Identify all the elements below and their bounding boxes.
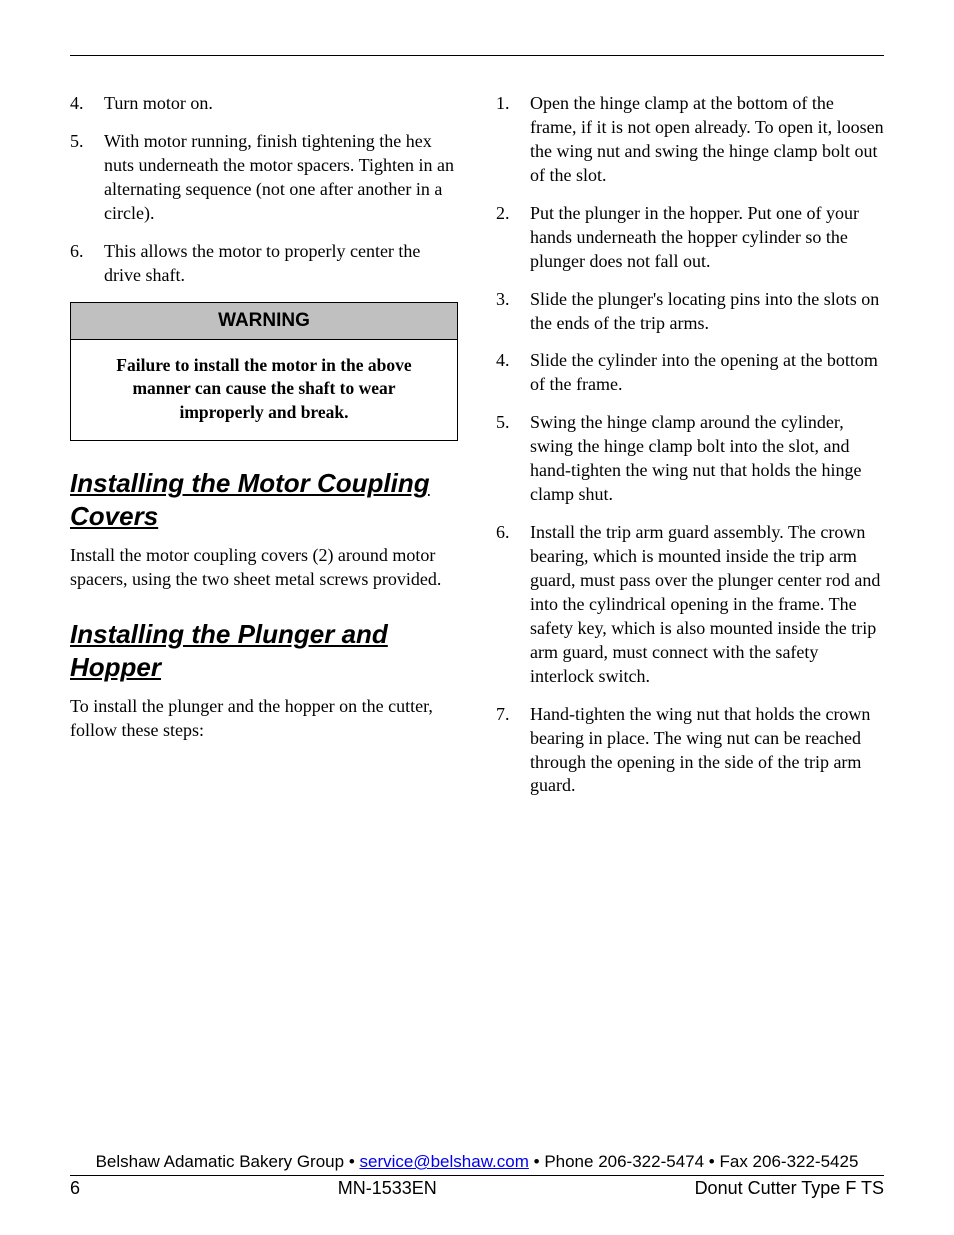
list-item: 3. Slide the plunger's locating pins int… [496, 288, 884, 336]
footer-doc-title: Donut Cutter Type F TS [695, 1178, 884, 1199]
footer-email-link[interactable]: service@belshaw.com [360, 1152, 529, 1171]
bullet-icon: • [534, 1152, 545, 1171]
step-number: 6. [70, 240, 104, 288]
warning-body: Failure to install the motor in the abov… [71, 340, 457, 441]
list-item: 1. Open the hinge clamp at the bottom of… [496, 92, 884, 188]
section-heading-plunger-hopper: Installing the Plunger and Hopper [70, 618, 458, 683]
right-column: 1. Open the hinge clamp at the bottom of… [496, 92, 884, 812]
step-text: Install the trip arm guard assembly. The… [530, 521, 884, 689]
body-paragraph: Install the motor coupling covers (2) ar… [70, 544, 458, 592]
warning-box: WARNING Failure to install the motor in … [70, 302, 458, 442]
step-number: 4. [496, 349, 530, 397]
list-item: 2. Put the plunger in the hopper. Put on… [496, 202, 884, 274]
top-rule [70, 55, 884, 56]
step-number: 4. [70, 92, 104, 116]
left-column: 4. Turn motor on. 5. With motor running,… [70, 92, 458, 812]
footer-fax: Fax 206-322-5425 [719, 1152, 858, 1171]
bullet-icon: • [349, 1152, 360, 1171]
list-item: 6. This allows the motor to properly cen… [70, 240, 458, 288]
step-number: 1. [496, 92, 530, 188]
list-item: 5. With motor running, finish tightening… [70, 130, 458, 226]
step-number: 7. [496, 703, 530, 799]
step-number: 3. [496, 288, 530, 336]
footer-page-number: 6 [70, 1178, 80, 1199]
footer-company: Belshaw Adamatic Bakery Group [96, 1152, 345, 1171]
step-text: Turn motor on. [104, 92, 458, 116]
page-footer: Belshaw Adamatic Bakery Group • service@… [70, 1152, 884, 1199]
step-text: Slide the plunger's locating pins into t… [530, 288, 884, 336]
body-paragraph: To install the plunger and the hopper on… [70, 695, 458, 743]
step-number: 5. [70, 130, 104, 226]
step-text: Swing the hinge clamp around the cylinde… [530, 411, 884, 507]
step-text: This allows the motor to properly center… [104, 240, 458, 288]
step-text: Hand-tighten the wing nut that holds the… [530, 703, 884, 799]
step-number: 2. [496, 202, 530, 274]
footer-doc-line: 6 MN-1533EN Donut Cutter Type F TS [70, 1176, 884, 1199]
footer-phone: Phone 206-322-5474 [544, 1152, 704, 1171]
left-step-list: 4. Turn motor on. 5. With motor running,… [70, 92, 458, 288]
warning-header: WARNING [71, 303, 457, 340]
right-step-list: 1. Open the hinge clamp at the bottom of… [496, 92, 884, 798]
two-column-layout: 4. Turn motor on. 5. With motor running,… [70, 92, 884, 812]
list-item: 7. Hand-tighten the wing nut that holds … [496, 703, 884, 799]
step-text: With motor running, finish tightening th… [104, 130, 458, 226]
step-text: Put the plunger in the hopper. Put one o… [530, 202, 884, 274]
section-heading-motor-coupling: Installing the Motor Coupling Covers [70, 467, 458, 532]
list-item: 5. Swing the hinge clamp around the cyli… [496, 411, 884, 507]
footer-doc-id: MN-1533EN [338, 1178, 437, 1199]
step-text: Open the hinge clamp at the bottom of th… [530, 92, 884, 188]
page-body: 4. Turn motor on. 5. With motor running,… [0, 0, 954, 812]
step-number: 5. [496, 411, 530, 507]
list-item: 6. Install the trip arm guard assembly. … [496, 521, 884, 689]
bullet-icon: • [709, 1152, 720, 1171]
list-item: 4. Slide the cylinder into the opening a… [496, 349, 884, 397]
step-text: Slide the cylinder into the opening at t… [530, 349, 884, 397]
step-number: 6. [496, 521, 530, 689]
footer-contact-line: Belshaw Adamatic Bakery Group • service@… [70, 1152, 884, 1176]
list-item: 4. Turn motor on. [70, 92, 458, 116]
